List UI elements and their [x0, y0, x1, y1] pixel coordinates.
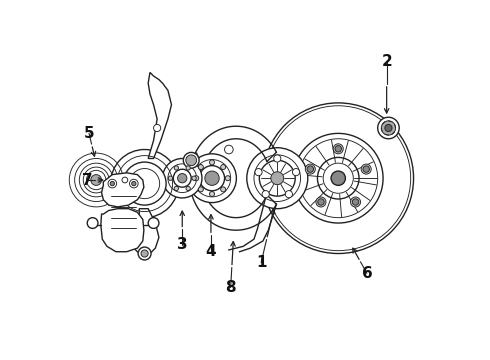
Circle shape	[316, 197, 326, 207]
Circle shape	[285, 190, 293, 198]
Circle shape	[335, 145, 342, 152]
Circle shape	[205, 171, 219, 185]
Circle shape	[198, 165, 203, 170]
Circle shape	[224, 145, 233, 154]
Circle shape	[174, 186, 178, 190]
Text: 7: 7	[82, 172, 93, 188]
Circle shape	[87, 218, 98, 228]
Circle shape	[361, 164, 371, 174]
Circle shape	[174, 166, 178, 170]
Circle shape	[122, 177, 128, 183]
Circle shape	[168, 176, 172, 180]
Text: 4: 4	[206, 244, 216, 259]
Circle shape	[318, 199, 324, 205]
Circle shape	[188, 154, 236, 203]
Polygon shape	[134, 209, 159, 255]
Circle shape	[199, 166, 224, 191]
Circle shape	[198, 187, 203, 192]
Circle shape	[129, 179, 138, 188]
Circle shape	[352, 199, 359, 205]
Circle shape	[378, 117, 399, 139]
Circle shape	[363, 166, 369, 172]
Circle shape	[305, 164, 315, 174]
Circle shape	[385, 125, 392, 132]
Circle shape	[271, 172, 284, 185]
Circle shape	[123, 162, 166, 205]
Text: 2: 2	[381, 54, 392, 69]
Circle shape	[263, 103, 414, 253]
Circle shape	[262, 190, 270, 198]
Circle shape	[247, 148, 308, 209]
Circle shape	[138, 247, 151, 260]
Circle shape	[153, 125, 161, 132]
Circle shape	[192, 176, 196, 180]
Text: 1: 1	[256, 255, 267, 270]
Circle shape	[111, 149, 179, 218]
Polygon shape	[148, 72, 171, 158]
Polygon shape	[101, 209, 144, 252]
Circle shape	[183, 152, 199, 168]
Circle shape	[163, 158, 202, 198]
Circle shape	[148, 218, 159, 228]
Circle shape	[220, 165, 226, 170]
Circle shape	[259, 160, 295, 196]
Circle shape	[225, 176, 230, 181]
Text: 8: 8	[225, 280, 236, 295]
Polygon shape	[101, 173, 144, 207]
Circle shape	[177, 174, 187, 183]
Circle shape	[173, 169, 191, 187]
Text: 3: 3	[177, 237, 188, 252]
Text: 6: 6	[362, 266, 372, 281]
Circle shape	[108, 179, 117, 188]
Circle shape	[307, 166, 314, 172]
Circle shape	[186, 166, 190, 170]
Circle shape	[220, 187, 226, 192]
Circle shape	[381, 121, 395, 135]
Circle shape	[132, 181, 136, 186]
Circle shape	[210, 160, 215, 165]
Circle shape	[194, 176, 199, 181]
Circle shape	[318, 157, 359, 199]
Polygon shape	[168, 153, 198, 187]
Circle shape	[255, 168, 262, 176]
Text: 5: 5	[84, 126, 94, 141]
Circle shape	[331, 171, 345, 185]
Circle shape	[350, 197, 361, 207]
Circle shape	[333, 144, 343, 154]
Circle shape	[110, 181, 115, 186]
Circle shape	[186, 186, 190, 190]
Circle shape	[274, 155, 281, 162]
Circle shape	[141, 250, 148, 257]
Circle shape	[91, 175, 101, 185]
Circle shape	[293, 168, 299, 176]
Circle shape	[186, 155, 196, 166]
Circle shape	[210, 192, 215, 197]
